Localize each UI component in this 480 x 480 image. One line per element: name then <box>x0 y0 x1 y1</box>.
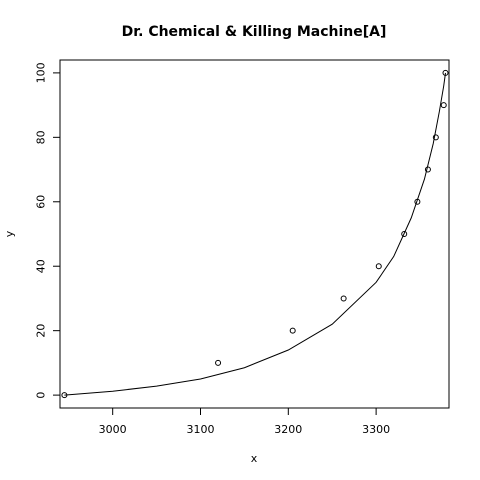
y-tick-label: 40 <box>35 259 48 273</box>
y-axis-label: y <box>3 230 16 237</box>
y-tick-label: 20 <box>35 324 48 338</box>
fitted-curve <box>64 72 446 396</box>
data-point <box>375 263 382 270</box>
plot-area <box>61 69 449 399</box>
chart-title: Dr. Chemical & Killing Machine[A] <box>122 24 387 40</box>
data-point <box>289 327 296 334</box>
y-tick-label: 60 <box>35 195 48 209</box>
x-tick-label: 3300 <box>362 423 390 436</box>
x-tick-label: 3200 <box>274 423 302 436</box>
x-axis-label: x <box>251 452 258 465</box>
y-axis: 0 20 40 60 80 100 <box>35 62 60 399</box>
data-point <box>401 231 408 237</box>
data-point <box>432 134 439 141</box>
x-tick-label: 3000 <box>99 423 127 436</box>
data-point <box>440 102 447 109</box>
y-tick-label: 0 <box>35 392 48 399</box>
data-point <box>215 359 222 366</box>
y-tick-label: 100 <box>35 62 48 83</box>
y-tick-label: 80 <box>35 130 48 144</box>
data-point <box>340 295 347 302</box>
plot-frame <box>59 59 450 409</box>
x-tick-label: 3100 <box>186 423 214 436</box>
x-axis: 3000 3100 3200 3300 <box>99 408 390 436</box>
